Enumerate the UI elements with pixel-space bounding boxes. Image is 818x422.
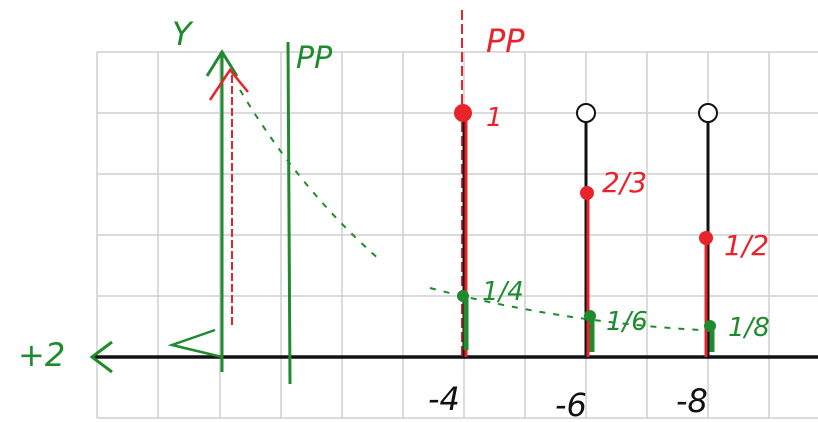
x-label: -6 [555,386,587,422]
red-point [454,104,472,122]
green-asymptote [286,41,292,385]
green-point [584,310,596,322]
green-point [457,290,469,302]
y-axis [167,49,239,372]
green-curve [239,89,701,331]
x-label: -4 [428,380,460,418]
value-label: 1 [486,103,503,133]
value-label: 1/6 [606,307,648,337]
green-point [704,320,716,332]
value-label: 1/8 [728,313,770,343]
red-point [580,186,594,200]
red-point [699,231,713,245]
left-label: +2 [18,336,65,374]
pp-label: PP [296,41,333,76]
open-point [698,103,718,123]
open-point [576,103,596,123]
pp-label: PP [486,22,525,60]
value-label: 1/2 [724,229,769,262]
value-label: 1/4 [482,277,524,307]
red-arrow [208,67,249,101]
value-label: 2/3 [602,166,647,199]
x-label: -8 [676,382,708,420]
y-label: Y [172,15,194,53]
left-arrow [89,340,113,374]
